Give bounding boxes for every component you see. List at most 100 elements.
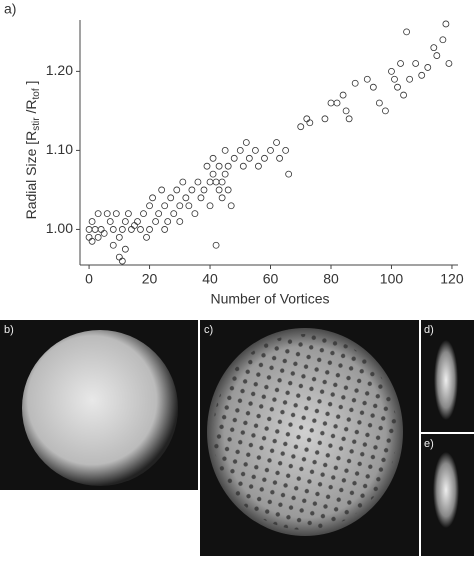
- point: [146, 226, 153, 233]
- point: [273, 139, 280, 146]
- y-axis-label: Radial Size [Rstir /Rtof ]: [23, 81, 42, 220]
- cloud: [22, 330, 178, 486]
- point: [106, 218, 114, 225]
- point: [209, 170, 217, 178]
- panel-label: d): [424, 324, 434, 336]
- point: [179, 178, 187, 186]
- point: [94, 233, 102, 241]
- point: [321, 115, 329, 123]
- panel-label: b): [4, 324, 14, 336]
- point: [333, 99, 341, 107]
- point: [115, 253, 123, 261]
- point: [285, 170, 293, 178]
- point: [149, 194, 156, 202]
- point: [143, 233, 150, 241]
- point: [382, 107, 389, 115]
- point: [191, 210, 199, 218]
- point: [100, 229, 108, 237]
- point: [406, 75, 414, 83]
- point: [342, 107, 350, 115]
- x-tick-label: 20: [142, 271, 158, 287]
- point: [170, 210, 178, 218]
- point: [369, 83, 377, 91]
- point: [218, 194, 226, 202]
- point: [224, 186, 232, 194]
- point: [167, 194, 175, 202]
- y-tick-label: 1.10: [46, 141, 73, 157]
- y-label-part: Radial Size [R: [23, 131, 39, 220]
- point: [306, 119, 314, 127]
- x-axis-label: Number of Vortices: [210, 291, 329, 307]
- point: [351, 79, 359, 87]
- point: [161, 226, 169, 233]
- point: [164, 218, 172, 225]
- point: [124, 210, 132, 218]
- x-tick-label: 40: [202, 271, 218, 287]
- point: [224, 162, 232, 170]
- point: [109, 226, 117, 233]
- point: [206, 202, 214, 210]
- point: [327, 99, 335, 107]
- y-label-part: stir: [31, 117, 42, 131]
- point: [109, 241, 117, 249]
- point: [215, 162, 223, 170]
- point: [297, 123, 305, 131]
- point: [128, 226, 135, 233]
- point: [212, 178, 220, 186]
- point: [339, 91, 347, 99]
- point: [118, 226, 126, 233]
- panel-label: e): [424, 438, 434, 450]
- point: [88, 218, 96, 225]
- point: [212, 241, 220, 249]
- point: [146, 202, 153, 210]
- point: [215, 186, 223, 194]
- point: [394, 83, 401, 91]
- point: [424, 64, 432, 71]
- point: [418, 71, 426, 79]
- point: [397, 60, 404, 67]
- point: [185, 202, 193, 210]
- point: [209, 154, 217, 162]
- point: [173, 186, 181, 194]
- point: [200, 186, 208, 194]
- y-tick-label: 1.20: [46, 62, 73, 78]
- point: [439, 36, 447, 44]
- vortex-lattice: [213, 334, 397, 530]
- point: [236, 147, 244, 154]
- point: [88, 237, 96, 245]
- point: [176, 218, 184, 225]
- point: [134, 218, 141, 225]
- y-label-part: ]: [23, 81, 39, 89]
- point: [176, 202, 184, 210]
- point: [403, 28, 410, 36]
- point: [188, 186, 196, 194]
- point: [303, 115, 311, 123]
- point: [363, 75, 371, 83]
- x-tick-label: 60: [263, 271, 279, 287]
- point: [131, 222, 138, 229]
- point: [203, 162, 211, 170]
- point: [137, 226, 144, 233]
- point: [121, 245, 129, 253]
- point: [433, 52, 441, 59]
- y-tick-label: 1.00: [46, 220, 73, 236]
- point: [242, 139, 250, 146]
- point: [282, 147, 290, 154]
- cloud: [433, 452, 459, 528]
- point: [412, 60, 420, 67]
- panel-label: a): [4, 1, 16, 17]
- point: [197, 194, 205, 202]
- point: [112, 210, 120, 218]
- point: [85, 226, 93, 233]
- x-tick-label: 80: [323, 271, 339, 287]
- point: [239, 162, 247, 170]
- x-tick-label: 100: [380, 271, 404, 287]
- point: [267, 147, 274, 154]
- point: [221, 147, 229, 154]
- panel-label: c): [204, 324, 213, 336]
- point: [206, 178, 214, 186]
- point: [221, 170, 229, 178]
- y-label-part: tof: [31, 88, 42, 99]
- point: [194, 178, 202, 186]
